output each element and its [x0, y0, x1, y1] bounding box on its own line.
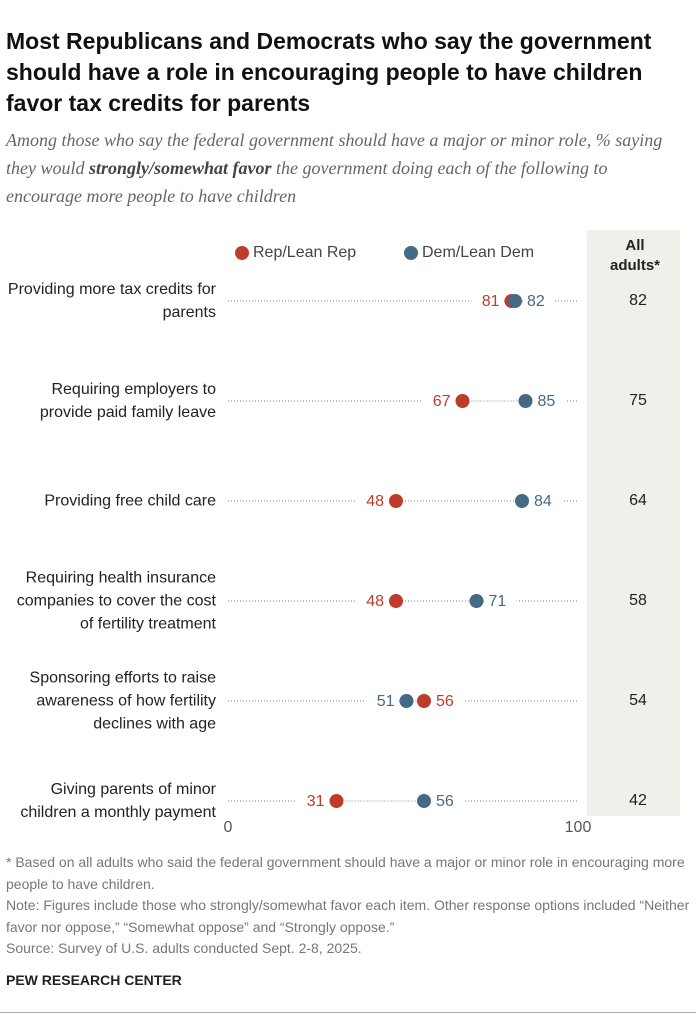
value-label: 48	[366, 493, 384, 510]
dot	[399, 694, 414, 708]
x-tick-label: 100	[565, 819, 592, 836]
column-background	[587, 230, 680, 816]
rule	[0, 1012, 696, 1013]
category-label: Requiring health insurance companies to …	[16, 569, 216, 633]
label-bg	[533, 391, 566, 411]
all-adults-value: 75	[629, 392, 647, 409]
label-bg	[432, 691, 464, 711]
dot	[455, 394, 470, 408]
dot	[508, 294, 522, 308]
legend-marker	[235, 246, 249, 260]
note: Source: Survey of U.S. adults conducted …	[6, 940, 362, 956]
dot	[389, 494, 403, 508]
all-adults-value: 54	[629, 692, 647, 709]
x-tick-label: 0	[224, 819, 233, 836]
chart-title: Most Republicans and Democrats who say t…	[6, 28, 652, 116]
label-bg	[296, 791, 329, 811]
all-adults-value: 64	[629, 492, 647, 509]
dot	[515, 494, 529, 508]
label-bg	[422, 391, 455, 411]
dot	[469, 594, 484, 608]
value-label: 67	[433, 393, 451, 410]
value-label: 56	[436, 693, 454, 710]
label-bg	[523, 291, 555, 311]
column-header: All adults*	[610, 237, 661, 274]
all-adults-value: 82	[629, 292, 647, 309]
value-label: 56	[436, 793, 454, 810]
dot	[417, 794, 431, 808]
label-bg	[356, 491, 388, 511]
dot	[417, 694, 431, 708]
legend-label: Rep/Lean Rep	[253, 244, 356, 261]
legend-label: Dem/Lean Dem	[422, 244, 534, 261]
category-label: Providing free child care	[44, 492, 216, 510]
all-adults-value: 58	[629, 592, 647, 609]
category-label: Giving parents of minor children a month…	[20, 781, 216, 821]
label-bg	[366, 691, 399, 711]
notes: * Based on all adults who said the feder…	[6, 852, 694, 960]
org: PEW RESEARCH CENTER	[6, 972, 182, 988]
label-bg	[484, 591, 517, 611]
subtitle-text: the government doing each of the followi…	[6, 158, 608, 206]
label-bg	[356, 591, 388, 611]
category-label: Requiring employers to provide paid fami…	[39, 381, 216, 421]
value-label: 31	[307, 793, 325, 810]
value-label: 81	[482, 293, 500, 310]
value-label: 71	[489, 593, 507, 610]
all-adults-value: 42	[629, 792, 647, 809]
subtitle-text: Among those who say the federal governme…	[6, 130, 663, 178]
value-label: 84	[534, 493, 552, 510]
dot	[389, 594, 403, 608]
note: * Based on all adults who said the feder…	[6, 854, 685, 892]
subtitle-emphasis: strongly/somewhat favor	[89, 158, 272, 178]
legend-marker	[404, 246, 418, 260]
note: Note: Figures include those who strongly…	[6, 897, 690, 935]
category-label: Sponsoring efforts to raise awareness of…	[29, 669, 216, 733]
value-label: 85	[538, 393, 556, 410]
label-bg	[432, 791, 464, 811]
category-label: Providing more tax credits for parents	[7, 281, 216, 321]
value-label: 82	[527, 293, 545, 310]
value-label: 48	[366, 593, 384, 610]
dot	[518, 394, 533, 408]
value-label: 51	[377, 693, 395, 710]
subtitle: Among those who say the federal governme…	[6, 126, 686, 210]
label-bg	[471, 291, 504, 311]
dot	[329, 794, 344, 808]
label-bg	[530, 491, 562, 511]
